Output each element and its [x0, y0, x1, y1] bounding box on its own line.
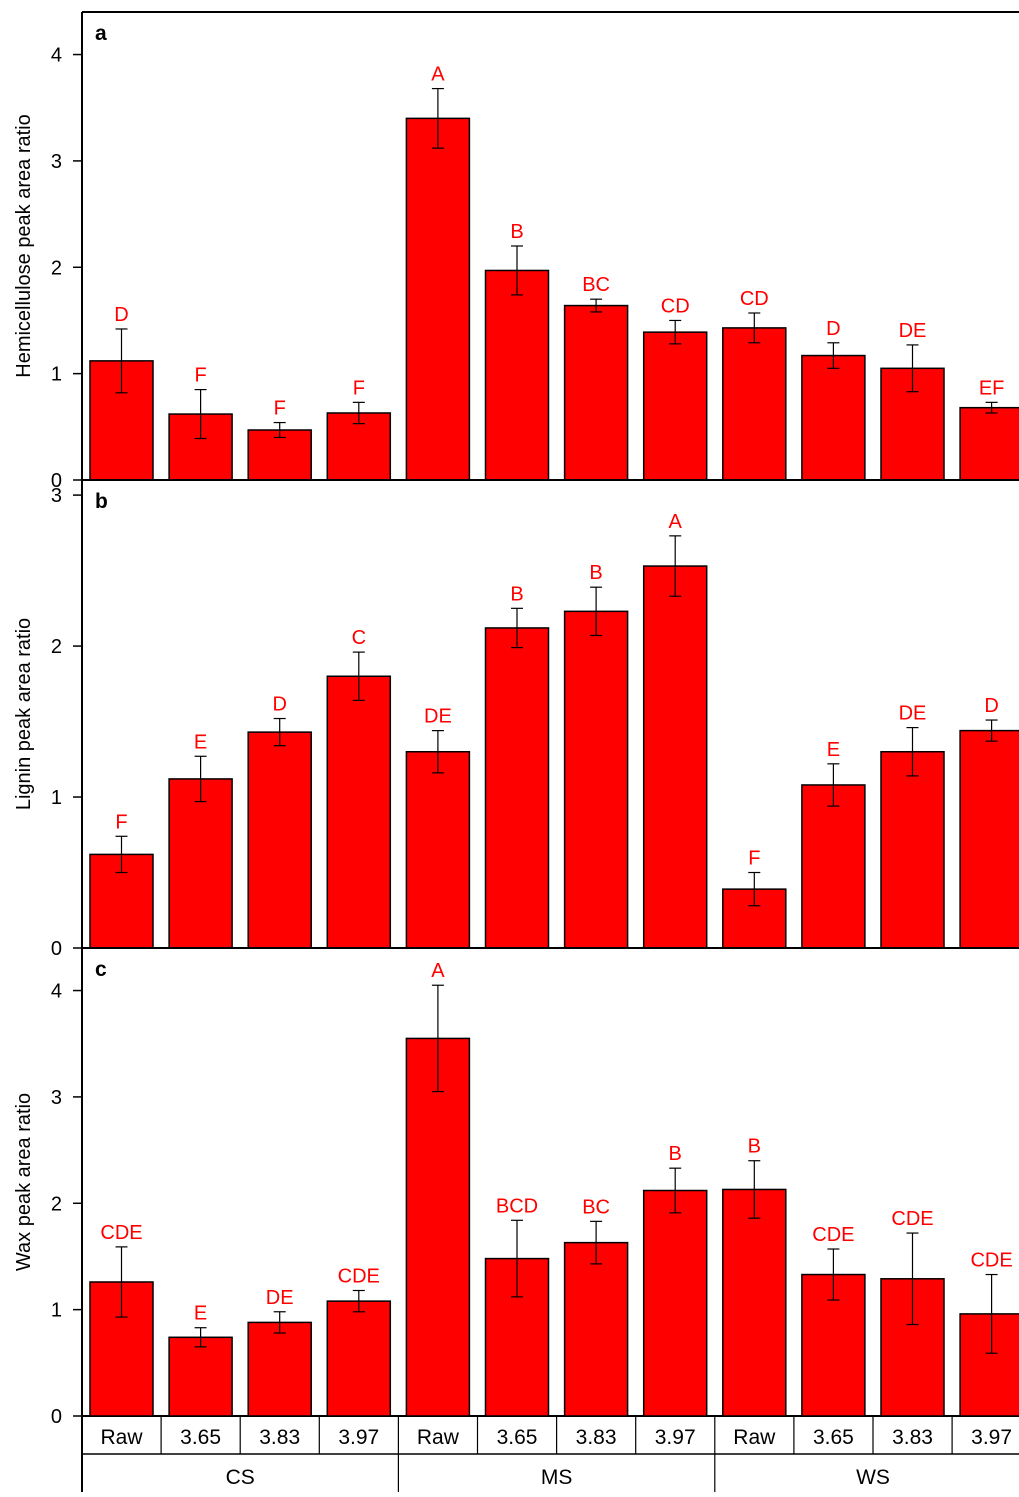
panel-label: b: [95, 490, 108, 513]
significance-letter: CDE: [970, 1250, 1012, 1272]
x-tick-label: Raw: [417, 1426, 460, 1449]
y-tick-label: 0: [51, 1406, 62, 1428]
y-tick-label: 1: [51, 364, 62, 386]
significance-letter: CDE: [100, 1222, 142, 1244]
significance-letter: B: [589, 562, 602, 584]
y-tick-label: 2: [51, 257, 62, 279]
bar: [722, 327, 787, 481]
bar: [563, 610, 629, 949]
significance-letter: EF: [979, 377, 1005, 399]
bar: [959, 729, 1019, 949]
bar: [247, 731, 312, 949]
significance-letter: CDE: [812, 1224, 854, 1246]
bar: [642, 1189, 708, 1417]
significance-letter: CDE: [891, 1208, 933, 1230]
significance-letter: D: [114, 304, 128, 326]
bar: [642, 331, 708, 481]
bar: [801, 784, 866, 949]
significance-letter: D: [826, 318, 840, 340]
y-tick-label: 1: [51, 787, 62, 809]
significance-letter: BC: [582, 274, 610, 296]
x-tick-label: 3.83: [259, 1426, 300, 1449]
panel-label: c: [95, 958, 107, 981]
significance-letter: A: [431, 64, 445, 86]
x-tick-label: 3.65: [813, 1426, 854, 1449]
bar: [247, 429, 312, 481]
x-tick-label: 3.83: [892, 1426, 933, 1449]
group-label: CS: [226, 1466, 255, 1489]
significance-letter: C: [352, 627, 366, 649]
x-tick-label: Raw: [733, 1426, 776, 1449]
significance-letter: F: [115, 811, 127, 833]
y-tick-label: 0: [51, 470, 62, 492]
panel-label: a: [95, 22, 107, 45]
significance-letter: BC: [582, 1196, 610, 1218]
bar: [168, 1336, 233, 1417]
y-tick-label: 4: [51, 45, 62, 67]
significance-letter: DE: [424, 706, 452, 728]
bar: [405, 117, 471, 481]
x-tick-label: 3.97: [338, 1426, 379, 1449]
bar: [405, 750, 471, 949]
significance-letter: F: [194, 365, 206, 387]
y-axis-title: Wax peak area ratio: [13, 1093, 35, 1271]
bar: [326, 1300, 392, 1417]
bar: [563, 304, 629, 481]
significance-letter: DE: [266, 1287, 294, 1309]
bar: [959, 406, 1019, 481]
bar: [801, 354, 866, 481]
y-tick-label: 3: [51, 151, 62, 173]
x-tick-label: 3.97: [655, 1426, 696, 1449]
y-axis-title: Lignin peak area ratio: [13, 618, 35, 810]
bar: [405, 1037, 471, 1417]
x-tick-label: Raw: [100, 1426, 143, 1449]
significance-letter: B: [510, 221, 523, 243]
significance-letter: B: [669, 1143, 682, 1165]
significance-letter: E: [194, 1303, 207, 1325]
significance-letter: D: [984, 695, 998, 717]
y-tick-label: 1: [51, 1300, 62, 1322]
bar: [247, 1321, 312, 1417]
x-tick-label: 3.83: [576, 1426, 617, 1449]
y-tick-label: 2: [51, 1193, 62, 1215]
bar: [563, 1241, 629, 1417]
y-axis-title: Hemicellulose peak area ratio: [13, 114, 35, 377]
significance-letter: CDE: [338, 1265, 380, 1287]
significance-letter: F: [353, 377, 365, 399]
bar: [168, 778, 233, 949]
y-tick-label: 0: [51, 938, 62, 960]
x-tick-label: 3.97: [971, 1426, 1012, 1449]
significance-letter: CD: [740, 288, 769, 310]
significance-letter: CD: [661, 295, 690, 317]
significance-letter: DE: [899, 703, 927, 725]
significance-letter: E: [827, 739, 840, 761]
group-label: MS: [541, 1466, 573, 1489]
y-tick-label: 3: [51, 485, 62, 507]
significance-letter: A: [669, 511, 683, 533]
significance-letter: B: [748, 1136, 761, 1158]
significance-letter: D: [272, 694, 286, 716]
bar: [880, 750, 945, 949]
significance-letter: A: [431, 960, 445, 982]
significance-letter: BCD: [496, 1195, 538, 1217]
significance-letter: E: [194, 731, 207, 753]
significance-letter: DE: [899, 320, 927, 342]
bar: [484, 269, 550, 481]
bar: [326, 675, 392, 949]
bar: [484, 627, 550, 949]
y-tick-label: 4: [51, 981, 62, 1003]
bar: [722, 1188, 787, 1417]
x-tick-label: 3.65: [180, 1426, 221, 1449]
significance-letter: F: [748, 848, 760, 870]
bar: [642, 565, 708, 949]
bar: [959, 1313, 1019, 1417]
y-tick-label: 2: [51, 636, 62, 658]
x-tick-label: 3.65: [497, 1426, 538, 1449]
significance-letter: F: [274, 398, 286, 420]
y-tick-label: 3: [51, 1087, 62, 1109]
group-label: WS: [856, 1466, 890, 1489]
significance-letter: B: [510, 583, 523, 605]
